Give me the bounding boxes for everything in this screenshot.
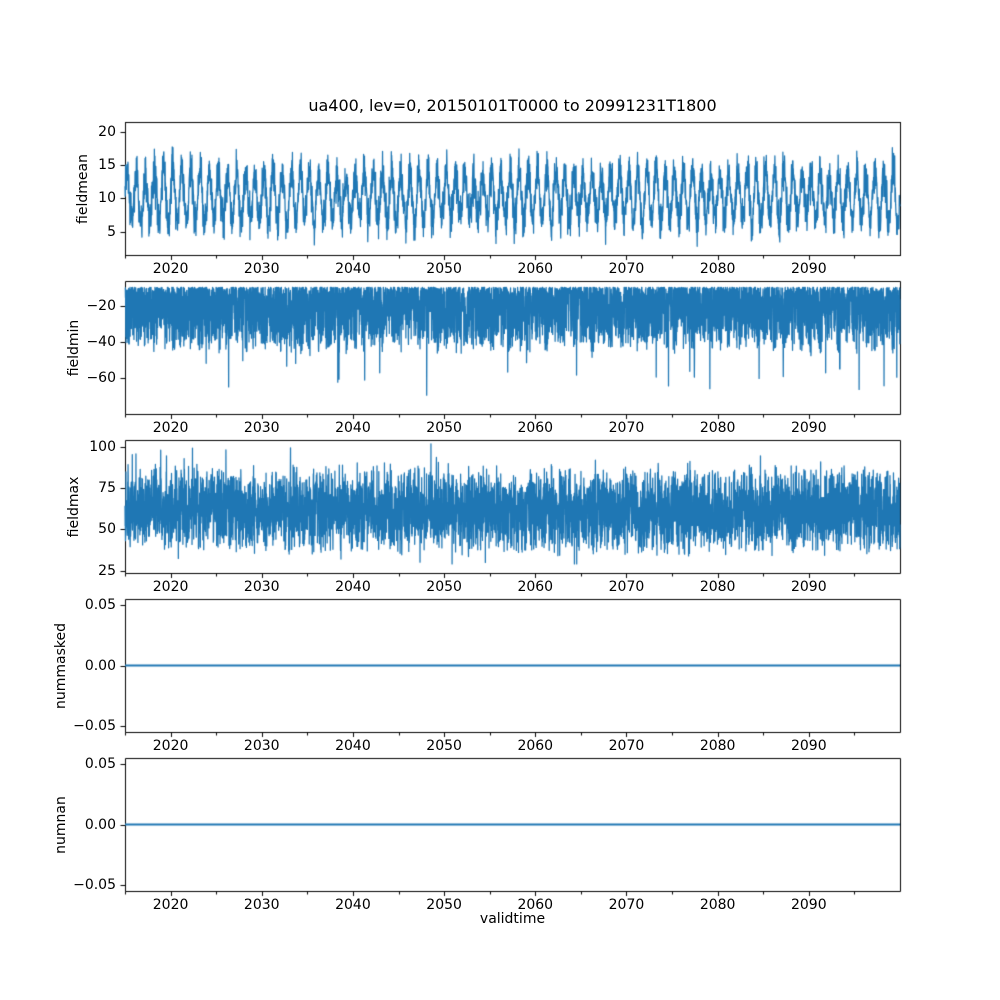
x-tick-label: 2030 — [243, 897, 280, 913]
x-tick-label: 2070 — [608, 738, 645, 754]
x-tick-label: 2040 — [335, 420, 371, 436]
x-tick-label: 2080 — [699, 579, 736, 595]
y-tick-label: 100 — [89, 439, 116, 456]
x-tick-label: 2030 — [243, 738, 280, 754]
y-tick-label: −40 — [86, 334, 116, 351]
y-tick-label: −20 — [86, 298, 116, 315]
x-tick-label: 2090 — [790, 897, 827, 913]
x-tick-label: 2070 — [608, 261, 645, 277]
y-tick-label: 20 — [98, 123, 116, 140]
y-tick-label: 0.05 — [84, 756, 116, 773]
x-tick-label: 2080 — [699, 897, 736, 913]
figure-title: ua400, lev=0, 20150101T0000 to 20991231T… — [308, 96, 717, 115]
x-tick-label: 2050 — [426, 897, 462, 913]
x-tick-label: 2060 — [517, 738, 554, 754]
y-tick-label: −0.05 — [73, 876, 116, 893]
x-tick-label: 2070 — [608, 897, 645, 913]
x-tick-label: 2040 — [335, 897, 371, 913]
x-axis-label: validtime — [479, 911, 546, 927]
x-tick-label: 2090 — [790, 738, 827, 754]
x-tick-label: 2060 — [517, 420, 554, 436]
x-tick-label: 2020 — [152, 420, 189, 436]
x-tick-label: 2050 — [426, 579, 462, 595]
x-tick-label: 2060 — [517, 261, 554, 277]
x-tick-label: 2030 — [243, 420, 280, 436]
x-tick-label: 2020 — [152, 897, 189, 913]
y-tick-label: 5 — [107, 223, 116, 240]
x-tick-label: 2060 — [517, 897, 554, 913]
y-tick-label: 15 — [98, 157, 116, 174]
x-tick-label: 2030 — [243, 579, 280, 595]
x-tick-label: 2090 — [790, 420, 827, 436]
x-tick-label: 2050 — [426, 738, 462, 754]
x-tick-label: 2090 — [790, 261, 827, 277]
x-tick-label: 2020 — [152, 738, 189, 754]
y-tick-label: 0.00 — [84, 816, 116, 833]
x-tick-label: 2040 — [335, 261, 371, 277]
y-tick-label: 10 — [98, 190, 116, 207]
x-tick-label: 2080 — [699, 738, 736, 754]
y-tick-label: −0.05 — [73, 717, 116, 734]
y-tick-label: 75 — [98, 480, 116, 497]
y-tick-label: 0.00 — [84, 657, 116, 674]
x-tick-label: 2090 — [790, 579, 827, 595]
x-tick-label: 2050 — [426, 261, 462, 277]
x-tick-label: 2040 — [335, 738, 371, 754]
x-tick-label: 2060 — [517, 579, 554, 595]
x-tick-label: 2050 — [426, 420, 462, 436]
y-tick-label: 25 — [98, 562, 116, 579]
x-tick-label: 2070 — [608, 579, 645, 595]
x-tick-label: 2080 — [699, 261, 736, 277]
y-tick-label: 0.05 — [84, 597, 116, 614]
x-tick-label: 2020 — [152, 579, 189, 595]
y-tick-label: 50 — [98, 521, 116, 538]
x-tick-label: 2070 — [608, 420, 645, 436]
x-tick-label: 2030 — [243, 261, 280, 277]
y-tick-label: −60 — [86, 370, 116, 387]
x-tick-label: 2020 — [152, 261, 189, 277]
x-tick-label: 2080 — [699, 420, 736, 436]
x-tick-label: 2040 — [335, 579, 371, 595]
